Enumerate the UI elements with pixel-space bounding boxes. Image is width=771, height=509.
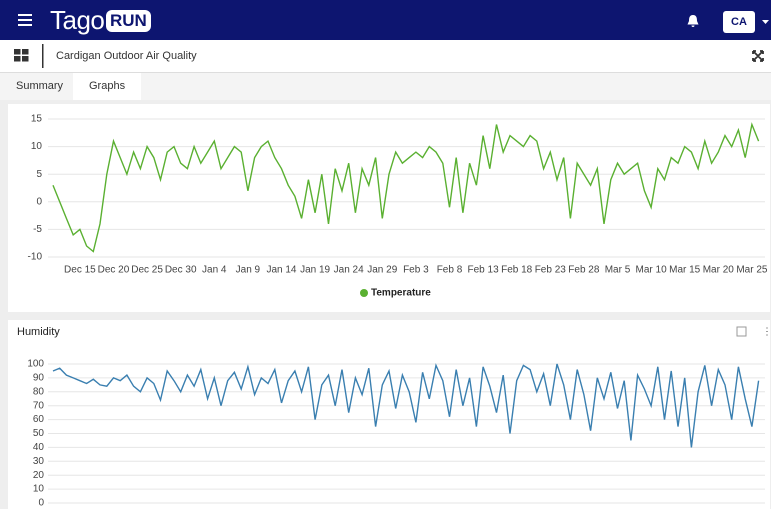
chart-title: Humidity xyxy=(17,326,60,338)
user-button[interactable]: CA xyxy=(723,11,755,33)
caret[interactable] xyxy=(762,20,770,25)
x-tick-label: Jan 19 xyxy=(300,265,330,276)
menu-icon[interactable] xyxy=(18,14,32,26)
tabs: Summary Graphs xyxy=(0,73,771,100)
legend-marker xyxy=(360,289,368,297)
calendar-icon[interactable] xyxy=(736,326,747,337)
x-tick-label: Dec 30 xyxy=(165,265,197,276)
y-tick-label: 100 xyxy=(27,359,44,370)
y-tick-label: 5 xyxy=(36,169,42,180)
tab[interactable]: Summary xyxy=(16,80,64,92)
x-tick-label: Mar 20 xyxy=(703,265,735,276)
dashboard-title: Cardigan Outdoor Air Quality xyxy=(56,50,197,62)
divider xyxy=(42,44,44,68)
x-tick-label: Dec 15 xyxy=(64,265,96,276)
x-tick-label: Feb 28 xyxy=(568,265,600,276)
x-tick-label: Feb 13 xyxy=(468,265,500,276)
navbar: Tago RUN CA xyxy=(0,0,771,40)
y-tick-label: 30 xyxy=(33,456,45,467)
x-tick-label: Feb 18 xyxy=(501,265,533,276)
x-tick-label: Mar 15 xyxy=(669,265,701,276)
expand-icon[interactable] xyxy=(752,50,764,62)
tab-active[interactable]: Graphs xyxy=(73,73,142,100)
line-series xyxy=(52,122,760,253)
x-tick-label: Mar 25 xyxy=(736,265,768,276)
x-tick-label: Jan 14 xyxy=(266,265,296,276)
y-tick-label: 80 xyxy=(33,386,45,397)
bell-icon[interactable] xyxy=(686,14,700,28)
y-tick-label: 10 xyxy=(31,141,43,152)
y-tick-label: 0 xyxy=(38,498,44,509)
panel xyxy=(8,104,770,312)
y-tick-label: 70 xyxy=(33,400,45,411)
y-tick-label: 50 xyxy=(33,428,45,439)
logo-badge: RUN xyxy=(106,10,151,32)
y-tick-label: 15 xyxy=(31,114,43,125)
x-tick-label: Dec 25 xyxy=(131,265,163,276)
x-tick-label: Jan 24 xyxy=(334,265,364,276)
x-tick-label: Jan 4 xyxy=(202,265,227,276)
x-tick-label: Jan 9 xyxy=(236,265,261,276)
y-tick-label: 60 xyxy=(33,414,45,425)
y-tick-label: 90 xyxy=(33,373,45,384)
x-tick-label: Dec 20 xyxy=(98,265,130,276)
y-tick-label: -5 xyxy=(33,224,42,235)
logo[interactable]: Tago xyxy=(50,5,105,35)
y-tick-label: 40 xyxy=(33,442,45,453)
x-tick-label: Mar 10 xyxy=(636,265,668,276)
x-tick-label: Mar 5 xyxy=(605,265,631,276)
y-tick-label: 0 xyxy=(36,196,42,207)
y-tick-label: 20 xyxy=(33,470,45,481)
y-tick-label: 10 xyxy=(33,484,45,495)
x-tick-label: Jan 29 xyxy=(367,265,397,276)
grid-icon[interactable] xyxy=(14,49,29,62)
y-tick-label: -10 xyxy=(28,252,43,263)
dashboard-bar: Cardigan Outdoor Air Quality xyxy=(0,40,771,73)
x-tick-label: Feb 3 xyxy=(403,265,429,276)
line-series xyxy=(52,363,760,448)
x-tick-label: Feb 8 xyxy=(437,265,463,276)
panel xyxy=(8,320,770,509)
menu-dots: ⋮ xyxy=(762,327,771,338)
legend-label: Temperature xyxy=(371,288,431,299)
x-tick-label: Feb 23 xyxy=(535,265,567,276)
